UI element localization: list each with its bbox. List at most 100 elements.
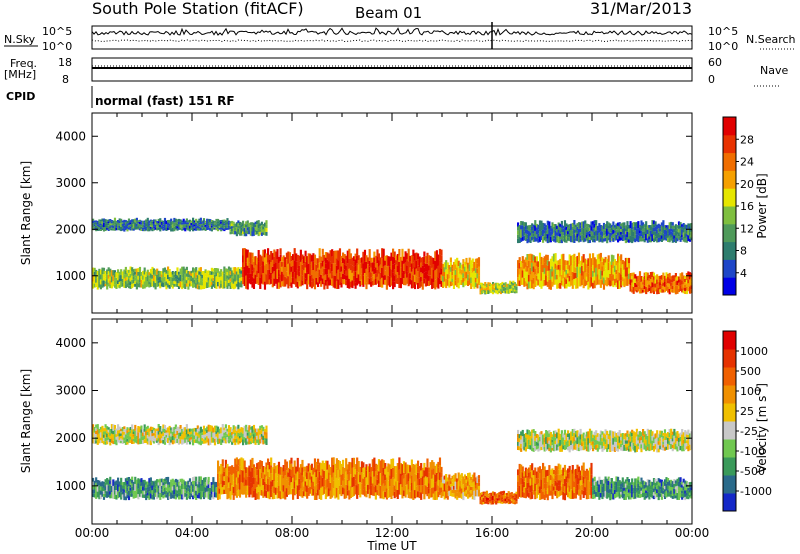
velocity-cell bbox=[456, 485, 459, 490]
velocity-cell bbox=[437, 473, 440, 480]
power-cell bbox=[331, 271, 334, 279]
power-cell bbox=[645, 272, 648, 280]
power-cell bbox=[526, 271, 529, 278]
velocity-cell bbox=[538, 466, 542, 473]
velocity-cell bbox=[565, 488, 568, 496]
power-cell bbox=[457, 277, 460, 283]
velocity-cell bbox=[206, 432, 209, 437]
power-cell bbox=[646, 238, 649, 243]
power-cell bbox=[218, 282, 221, 286]
power-cell bbox=[434, 251, 437, 261]
velocity-cell bbox=[343, 478, 346, 489]
velocity-cell bbox=[246, 485, 249, 495]
power-cell bbox=[148, 225, 151, 229]
velocity-cell bbox=[401, 487, 404, 499]
power-cell bbox=[393, 263, 396, 270]
velocity-cell bbox=[245, 431, 248, 439]
velocity-cell bbox=[163, 425, 167, 429]
power-cell bbox=[376, 270, 379, 277]
power-cell bbox=[227, 273, 231, 277]
power-cell bbox=[593, 257, 596, 265]
power-cell bbox=[137, 268, 140, 272]
velocity-cell bbox=[267, 458, 270, 466]
power-cell bbox=[204, 273, 207, 277]
velocity-cell bbox=[499, 491, 502, 495]
power-cell bbox=[642, 222, 645, 226]
power-cell bbox=[177, 271, 181, 275]
velocity-cell bbox=[512, 501, 515, 504]
power-cell bbox=[373, 257, 376, 263]
power-cell bbox=[634, 238, 637, 243]
velocity-cell bbox=[457, 481, 460, 490]
power-cell bbox=[631, 285, 634, 290]
power-cell bbox=[640, 220, 643, 226]
power-cell bbox=[468, 271, 471, 279]
velocity-cell bbox=[273, 469, 276, 475]
power-cell bbox=[304, 256, 307, 262]
power-cell bbox=[377, 260, 381, 267]
velocity-cell bbox=[565, 482, 568, 489]
velocity-cell bbox=[256, 463, 259, 470]
velocity-cell bbox=[504, 498, 507, 501]
velocity-cell bbox=[609, 489, 612, 493]
velocity-cell bbox=[510, 498, 513, 501]
power-cell bbox=[573, 279, 576, 286]
power-cell bbox=[190, 281, 193, 284]
velocity-cell bbox=[581, 475, 584, 480]
power-cell bbox=[107, 275, 110, 279]
velocity-cell bbox=[102, 496, 106, 500]
velocity-cell bbox=[345, 484, 348, 499]
power-cell bbox=[296, 268, 299, 275]
power-cell bbox=[451, 264, 454, 269]
power-cell bbox=[140, 279, 143, 284]
power-cell bbox=[268, 269, 271, 275]
velocity-cell bbox=[177, 481, 181, 486]
velocity-cell bbox=[306, 472, 309, 479]
velocity-cell bbox=[173, 480, 176, 485]
power-cell bbox=[193, 222, 196, 225]
power-cell bbox=[687, 271, 690, 276]
velocity-cell bbox=[593, 481, 596, 486]
power-cell bbox=[231, 231, 234, 234]
velocity-cell bbox=[476, 489, 479, 497]
velocity-cell bbox=[349, 486, 352, 498]
power-cell bbox=[451, 271, 454, 276]
velocity-cell bbox=[104, 437, 107, 442]
power-cell bbox=[607, 270, 610, 278]
power-cell bbox=[106, 227, 109, 230]
power-cell bbox=[323, 261, 326, 269]
power-cell bbox=[565, 233, 568, 237]
power-cell bbox=[432, 282, 435, 288]
velocity-cell bbox=[604, 483, 607, 491]
power-cell bbox=[587, 235, 590, 240]
velocity-cell bbox=[471, 474, 474, 479]
velocity-cell bbox=[193, 485, 196, 490]
power-cell bbox=[598, 237, 601, 243]
velocity-cell bbox=[96, 424, 99, 430]
power-cell bbox=[642, 228, 645, 232]
power-cell bbox=[235, 277, 238, 281]
power-cell bbox=[534, 256, 537, 263]
velocity-cell bbox=[149, 477, 152, 483]
power-cell bbox=[420, 267, 423, 273]
power-cell bbox=[321, 248, 324, 255]
velocity-cell bbox=[238, 440, 242, 444]
power-cell bbox=[137, 226, 140, 229]
velocity-cell bbox=[315, 477, 318, 485]
velocity-cell bbox=[395, 473, 398, 482]
power-cell bbox=[560, 228, 563, 232]
power-cell bbox=[585, 237, 588, 241]
power-cell bbox=[665, 278, 668, 285]
power-cell bbox=[215, 221, 218, 225]
velocity-cell bbox=[652, 485, 656, 489]
velocity-cell bbox=[127, 432, 131, 436]
power-cell bbox=[512, 290, 515, 293]
power-cell bbox=[277, 276, 281, 283]
power-cell bbox=[310, 275, 313, 282]
power-cell bbox=[356, 248, 359, 256]
power-cell bbox=[513, 289, 517, 292]
velocity-cell bbox=[129, 484, 132, 488]
velocity-cell bbox=[407, 464, 410, 474]
power-cell bbox=[274, 262, 277, 274]
velocity-cell bbox=[434, 474, 437, 483]
